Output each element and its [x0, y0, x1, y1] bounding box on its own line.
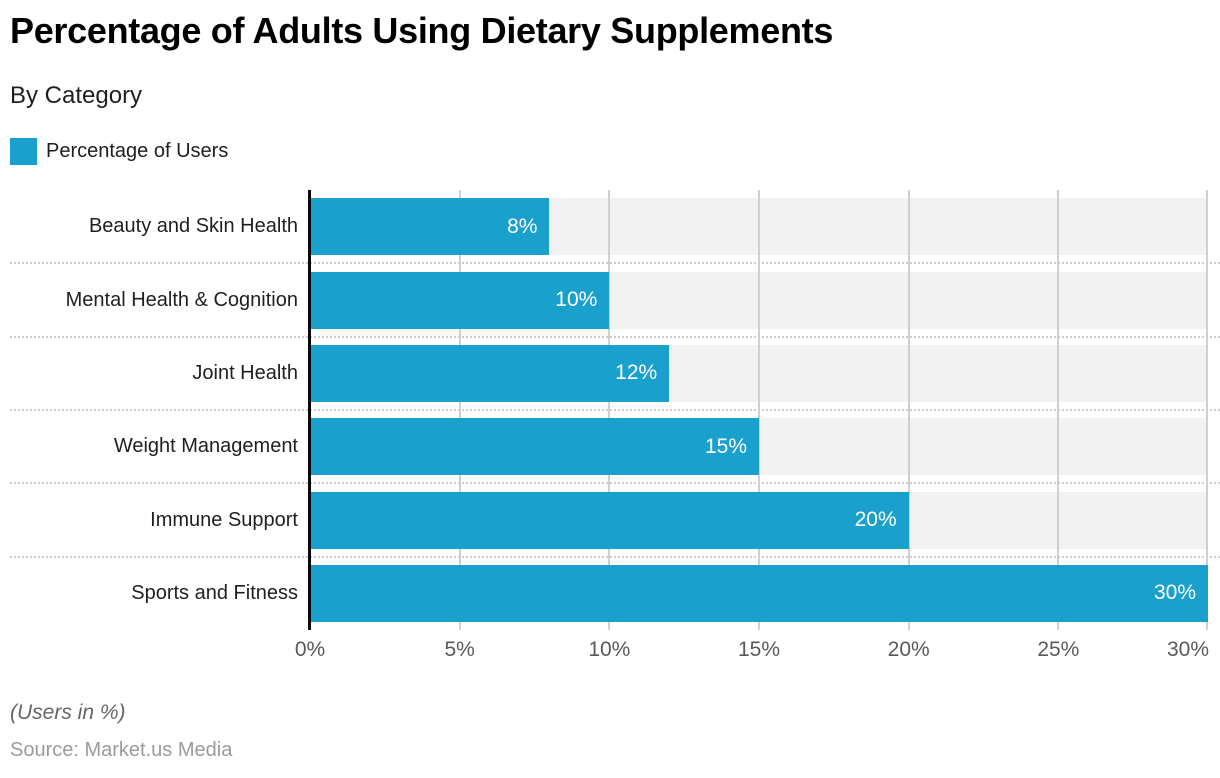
y-axis-line — [308, 190, 311, 630]
bar-value-label: 15% — [704, 434, 747, 458]
bar-1: 8% — [310, 198, 550, 256]
row-separator — [10, 409, 1220, 411]
chart-title: Percentage of Adults Using Dietary Suppl… — [10, 10, 834, 51]
bar-4: 15% — [310, 418, 759, 476]
x-tick-label: 20% — [887, 638, 930, 661]
bar-row: 30% — [310, 564, 1208, 622]
chart-subtitle: By Category — [10, 82, 143, 109]
legend-swatch-icon — [10, 138, 37, 165]
x-tick-label: 15% — [737, 638, 781, 661]
row-separator — [10, 555, 1220, 558]
bar-value-label: 12% — [615, 361, 658, 385]
category-label: Sports and Fitness — [131, 581, 298, 604]
bar-value-label: 10% — [555, 288, 598, 311]
bar-row: 20% — [310, 491, 1208, 549]
legend-label: Percentage of Users — [46, 140, 229, 162]
bar-value-label: 20% — [854, 508, 897, 531]
category-label: Mental Health & Cognition — [65, 288, 298, 311]
x-tick-label: 10% — [588, 638, 631, 661]
row-separator — [10, 262, 1220, 265]
bar-value-label: 30% — [1153, 581, 1196, 605]
bar-3: 12% — [310, 344, 670, 402]
category-label: Joint Health — [192, 361, 298, 384]
row-separator — [10, 482, 1220, 485]
bar-value-label: 8% — [507, 214, 538, 238]
x-tick-label: 0% — [294, 638, 326, 661]
x-tick-label: 25% — [1037, 638, 1080, 661]
legend-item[interactable]: Percentage of Users — [10, 138, 228, 165]
x-tick-label: 5% — [444, 638, 475, 661]
source-note: Source: Market.us Media — [10, 739, 233, 761]
row-separator — [10, 335, 1220, 338]
bar-2: 10% — [310, 271, 610, 329]
bar-6: 30% — [310, 564, 1208, 622]
category-label: Beauty and Skin Health — [88, 215, 298, 238]
category-label: Immune Support — [150, 508, 298, 531]
category-label: Weight Management — [113, 435, 298, 458]
plot-area: 8% Beauty and Skin Health 10% Mental Health… — [10, 190, 1220, 661]
x-tick-label: 30% — [1166, 638, 1210, 661]
bar-5: 20% — [310, 491, 909, 549]
axis-unit-note: (Users in %) — [10, 701, 126, 724]
